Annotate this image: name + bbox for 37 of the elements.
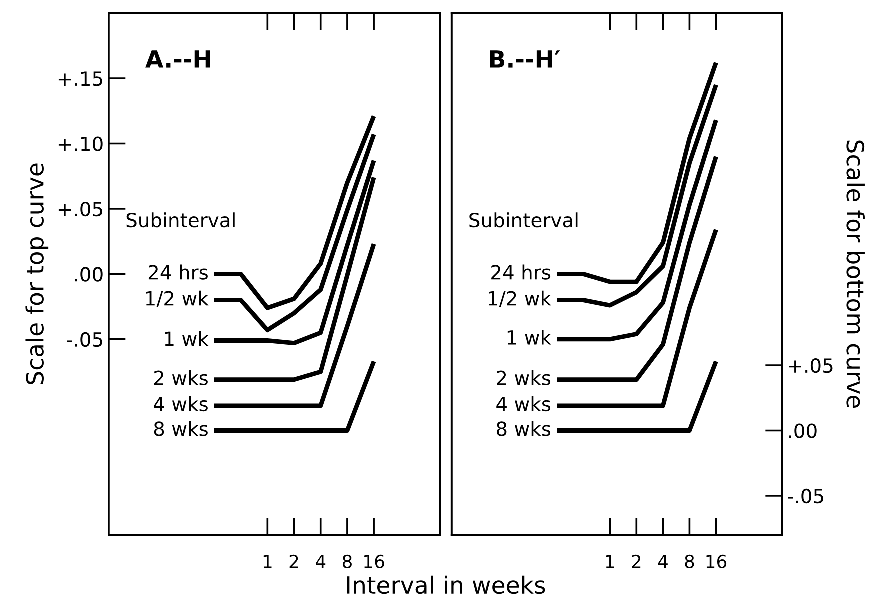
- y-tick-label: +.05: [58, 202, 102, 217]
- x-tick-label: 8: [685, 554, 694, 569]
- x-tick-label: 4: [316, 555, 326, 568]
- x-tick-label: 8: [342, 554, 352, 569]
- series-label: 1/2 wk: [489, 290, 552, 308]
- series-label: 4 wks: [496, 396, 551, 412]
- y-tick-label: .00: [75, 267, 103, 282]
- x-axis-title: Interval in weeks: [347, 576, 546, 594]
- legend-title: Subinterval: [470, 212, 578, 228]
- series-label: 8 wks: [496, 421, 551, 436]
- legend-label: 1 wk: [165, 331, 209, 346]
- series-label: 8 wks: [154, 421, 208, 436]
- y-axis-title: Scale for top curve: [26, 164, 49, 384]
- text: B.--H′: [490, 50, 560, 68]
- x-tick-label: 16: [706, 554, 727, 569]
- series-label: 1/2 wk: [146, 290, 209, 308]
- y2-tick-label: .00: [789, 424, 817, 438]
- legend-title: Subinterval: [126, 212, 235, 228]
- y-tick-label: -.05: [67, 332, 102, 348]
- y2-tick-label: -.05: [788, 488, 824, 504]
- legend-label: 24 hrs: [148, 264, 208, 280]
- series-label: 2 wks: [497, 370, 551, 386]
- x-tick-label: 1: [264, 555, 272, 568]
- series-label: 2 wks: [154, 370, 208, 386]
- series-label: 24 hrs: [492, 264, 551, 280]
- text: A.--H: [146, 50, 210, 68]
- y2-axis-title: Scale for bottom curve: [846, 140, 865, 408]
- x-tick-label: 16: [364, 554, 384, 569]
- series-label: 4 wks: [154, 396, 208, 412]
- y-tick-label: +.15: [58, 72, 102, 86]
- x-tick-label: 2: [290, 554, 298, 568]
- x-tick-label: 2: [632, 554, 641, 568]
- y2-tick-label: +.05: [789, 358, 833, 374]
- series-label: 1 wk: [508, 330, 552, 345]
- x-tick-label: 4: [658, 555, 668, 568]
- x-tick-label: 1: [606, 555, 614, 568]
- y-tick-label: +.10: [58, 136, 103, 152]
